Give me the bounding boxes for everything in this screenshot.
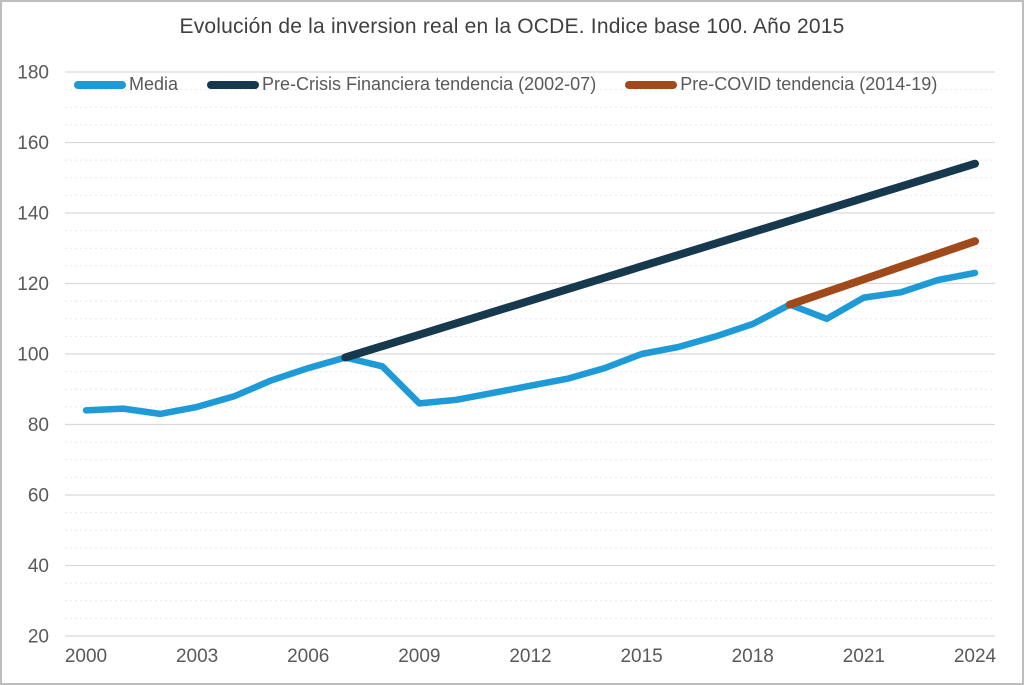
y-axis-tick-label: 40: [28, 556, 49, 577]
x-axis-tick-label: 2021: [843, 646, 885, 667]
y-axis-tick-label: 140: [17, 204, 49, 225]
x-axis-tick-label: 2009: [398, 646, 440, 667]
x-axis-tick-label: 2000: [65, 646, 107, 667]
y-axis-tick-label: 160: [17, 133, 49, 154]
x-axis-tick-label: 2015: [620, 646, 662, 667]
x-axis-tick-label: 2003: [176, 646, 218, 667]
chart-legend: Media Pre-Crisis Financiera tendencia (2…: [74, 74, 937, 95]
chart-title: Evolución de la inversion real en la OCD…: [179, 15, 845, 38]
legend-item-media: Media: [74, 74, 178, 95]
pre-crisis-trend-line: [341, 159, 979, 362]
legend-label-pre-covid-trend: Pre-COVID tendencia (2014-19): [680, 74, 938, 94]
legend-label-media: Media: [129, 74, 179, 94]
x-axis-tick-label: 2024: [954, 646, 997, 667]
y-axis-tick-label: 100: [17, 345, 49, 366]
legend-label-pre-crisis-trend: Pre-Crisis Financiera tendencia (2002-07…: [262, 74, 597, 94]
y-axis-tick-label: 60: [28, 486, 49, 507]
legend-swatch-pre-crisis-trend: [207, 80, 260, 89]
y-axis-tick-label: 120: [17, 274, 49, 295]
y-axis-tick-label: 80: [28, 415, 49, 436]
x-axis-tick-label: 2018: [732, 646, 774, 667]
y-axis-tick-label: 180: [17, 63, 49, 84]
media-line: [82, 269, 979, 418]
legend-item-pre-covid-trend: Pre-COVID tendencia (2014-19): [625, 74, 937, 95]
x-axis-tick-label: 2012: [509, 646, 551, 667]
legend-swatch-pre-covid-trend: [625, 80, 678, 89]
y-axis-tick-label: 20: [28, 627, 49, 648]
legend-item-pre-crisis-trend: Pre-Crisis Financiera tendencia (2002-07…: [207, 74, 596, 95]
x-axis-tick-label: 2006: [287, 646, 329, 667]
pre-covid-trend-line: [785, 237, 979, 309]
legend-swatch-media: [74, 80, 126, 89]
